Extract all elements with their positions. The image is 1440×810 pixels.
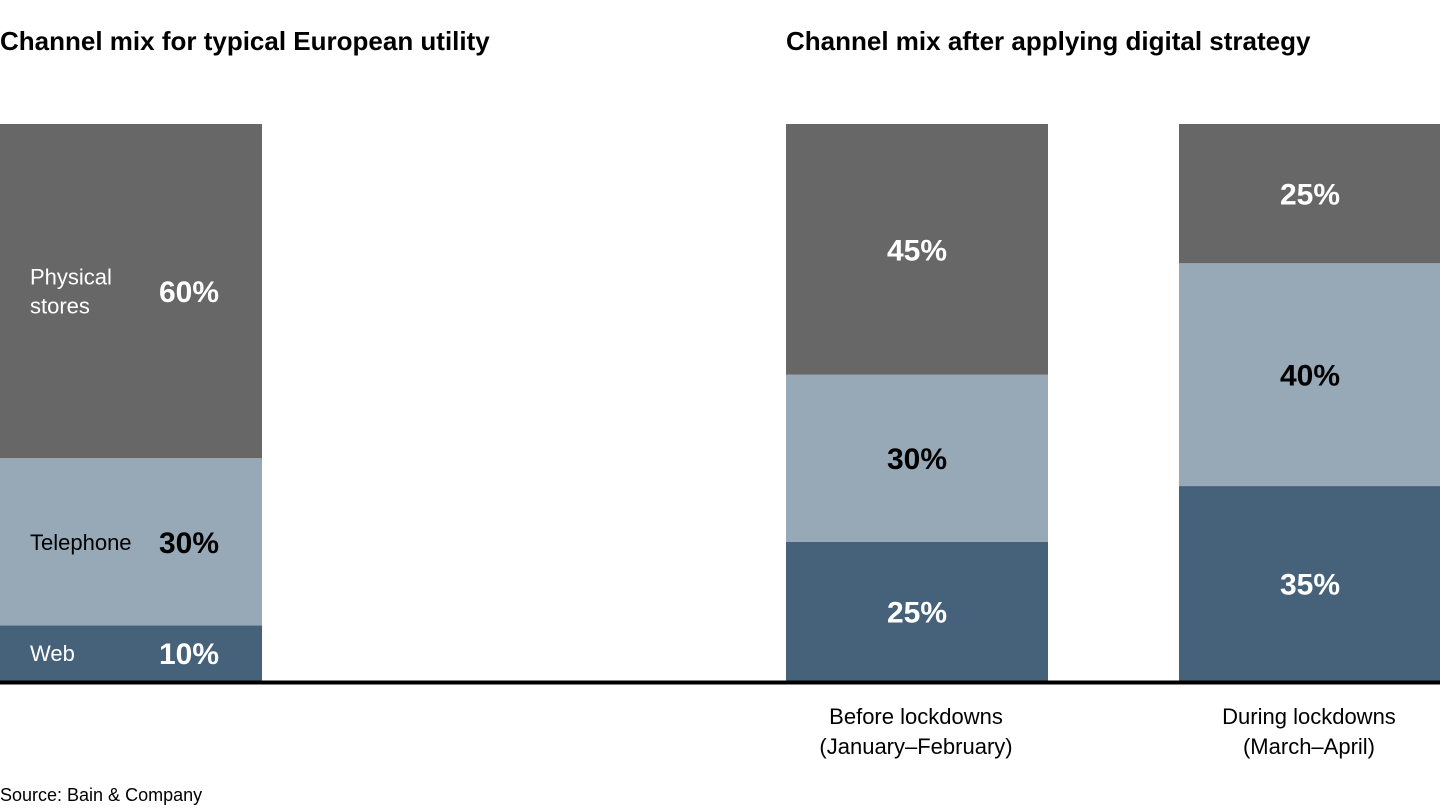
value-label-during-web: 35% [1280, 569, 1340, 602]
bar-segment-during-web [1179, 486, 1440, 681]
category-label-during: During lockdowns (March–April) [1159, 702, 1440, 762]
value-label-during-physical-stores: 25% [1280, 179, 1340, 212]
value-label-before-telephone: 30% [887, 443, 947, 476]
bar-segment-before-physical-stores [786, 124, 1048, 375]
value-label-typical-telephone: 30% [159, 527, 219, 560]
bar-segment-during-physical-stores [1179, 124, 1440, 264]
chart-title-left: Channel mix for typical European utility [0, 26, 490, 56]
bar-segment-before-telephone [786, 374, 1048, 542]
category-label-during-line2: (March–April) [1242, 734, 1376, 759]
stacked-bar-chart: 10% Web 30% Telephone 60% Physical stores 25% 30… [0, 124, 1440, 685]
value-label-before-physical-stores: 45% [887, 234, 947, 267]
series-label-telephone: Telephone [30, 530, 132, 555]
chart-title-right: Channel mix after applying digital strat… [786, 26, 1311, 56]
bar-segment-during-telephone [1179, 263, 1440, 487]
value-label-typical-physical-stores: 60% [159, 276, 219, 309]
bar-segment-typical-physical-stores [0, 124, 262, 459]
source-note: Source: Bain & Company [0, 785, 203, 805]
bar-segment-typical-web [0, 625, 262, 681]
series-label-web: Web [30, 641, 75, 666]
value-label-during-telephone: 40% [1280, 360, 1340, 393]
category-label-before-line2: (January–February) [819, 734, 1013, 759]
category-label-before: Before lockdowns (January–February) [766, 702, 1066, 762]
bar-segment-before-web [786, 541, 1048, 681]
category-label-during-line1: During lockdowns [1222, 704, 1396, 729]
value-label-before-web: 25% [887, 596, 947, 629]
category-label-before-line1: Before lockdowns [829, 704, 1003, 729]
bar-segment-typical-telephone [0, 458, 262, 626]
series-label-physical-stores: Physical stores [30, 265, 112, 319]
value-label-typical-web: 10% [159, 638, 219, 671]
